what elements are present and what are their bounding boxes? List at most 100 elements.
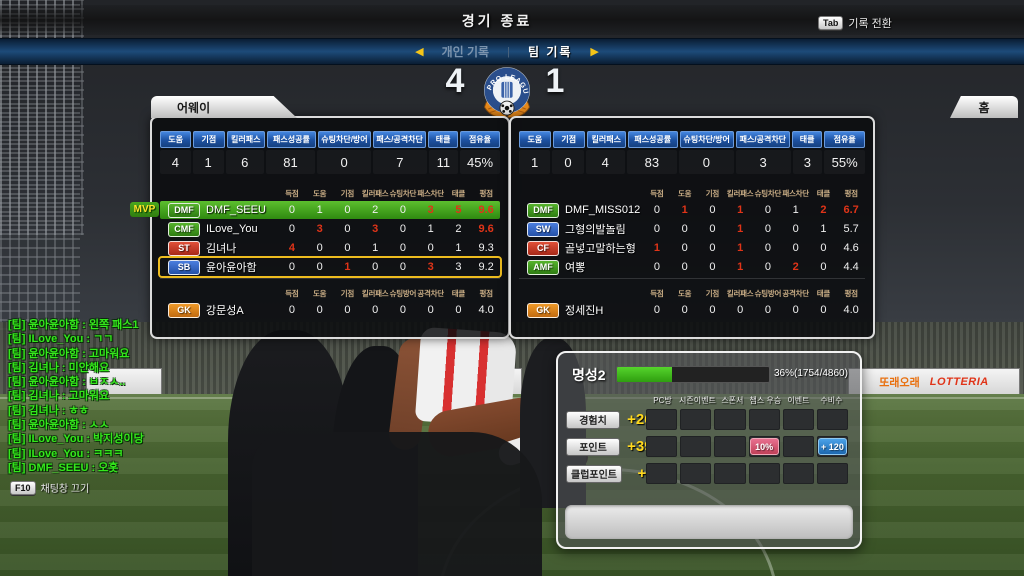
player-stat: 0 <box>653 261 660 273</box>
reward-label: 포인트 <box>566 437 620 456</box>
reward-cells <box>646 463 849 484</box>
player-stats: 4 0 0 1 0 0 1 9.3 <box>278 242 500 254</box>
home-team-stats-table: 도움 기점 킬러패스 패스성공률 슈팅차단/방어 패스/공격차단 태클 점유율 1 0 4 83 0 3 3… <box>519 131 866 174</box>
team-stat-header: 슈팅차단/방어 <box>679 131 734 148</box>
chat-message: [팀] DMF_SEEU : 오홋 <box>8 461 119 474</box>
player-name: DMF_MISS012 <box>565 204 641 216</box>
fame-progress-text: 36%(1754/4860) <box>774 368 848 379</box>
player-stats: 0 1 0 1 0 1 2 6.7 <box>643 204 865 216</box>
bonus-column-headers: PC방 시즌이벤트 스폰서 챔스 우승 이벤트 수비수 <box>646 395 848 406</box>
player-stat-header: 기점 <box>705 288 720 298</box>
player-name: 여뽕 <box>565 262 586 274</box>
player-stat-header: 태클 <box>451 288 466 298</box>
player-stat-header: 도움 <box>678 188 692 198</box>
divider <box>160 278 500 279</box>
position-badge: DMF <box>527 202 559 218</box>
player-stat-header: 도움 <box>313 188 327 198</box>
player-name: 그형의발놀림 <box>565 224 626 236</box>
player-row[interactable]: SW 그형의발놀림 0 0 0 1 0 0 1 5.7 <box>519 220 865 238</box>
player-stat: 0 <box>709 204 716 216</box>
player-stat: 0 <box>681 242 688 254</box>
reward-cell: 10% <box>748 436 780 457</box>
record-nav-inner: ◀ 개인 기록 | 팀 기록 ▶ <box>415 39 599 64</box>
reward-cell <box>646 463 678 484</box>
player-stat-headers: 득점 도움 기점 킬러패스 슈팅차단 패스차단 태클 평점 <box>278 188 500 199</box>
reward-row: 클럽포인트+0 <box>566 462 852 485</box>
player-stat: 0 <box>709 261 716 273</box>
player-stat: 0 <box>372 261 379 273</box>
next-arrow-icon[interactable]: ▶ <box>590 46 599 58</box>
team-stat-header: 기점 <box>193 131 225 148</box>
bonus-column-header: 챔스 우승 <box>749 396 782 405</box>
player-row[interactable]: CF 골넣고말하는형 1 0 0 1 0 0 0 4.6 <box>519 239 865 257</box>
player-stat: 4.6 <box>843 242 859 254</box>
player-row[interactable]: MVP DMF DMF_SEEU 0 1 0 2 0 3 5 9.6 <box>130 201 500 219</box>
team-stat-value: 3 <box>735 150 791 174</box>
player-stat-header-row: 득점 도움 기점 킬러패스 슈팅방어 공격차단 태클 평점 <box>160 286 500 300</box>
player-stat: 6.7 <box>843 204 859 216</box>
tab-personal-record[interactable]: 개인 기록 <box>441 45 490 59</box>
chat-message: [팀] ILove_You : ㄱㄱ <box>8 333 114 346</box>
reward-cells: 10% + 120 <box>646 436 849 457</box>
fame-progress-bar <box>616 366 770 383</box>
reward-cell <box>782 463 814 484</box>
reward-cell <box>680 436 712 457</box>
player-stat-header: 득점 <box>285 188 299 198</box>
team-stat-header: 도움 <box>160 131 192 148</box>
player-name: 김녀나 <box>206 243 237 255</box>
player-row[interactable]: CMF ILove_You 0 3 0 3 0 1 2 9.6 <box>160 220 500 238</box>
away-score: 4 <box>445 62 465 100</box>
record-nav: ◀ 개인 기록 | 팀 기록 ▶ <box>0 38 1024 65</box>
team-stat-value: 1 <box>192 150 224 174</box>
reward-cell <box>748 409 780 430</box>
tab-team-record[interactable]: 팀 기록 <box>527 45 573 59</box>
player-stat: 5.7 <box>843 223 859 235</box>
player-row[interactable]: GK 강문성A 0 0 0 0 0 0 0 4.0 <box>160 301 500 319</box>
player-stat: 3 <box>427 261 434 273</box>
prev-arrow-icon[interactable]: ◀ <box>415 46 424 58</box>
player-stat-header: 기점 <box>340 188 355 198</box>
player-stat: 0 <box>344 223 351 235</box>
bonus-badge-pink: 10% <box>749 438 779 455</box>
titlebar: 경기 종료 <box>0 5 1024 35</box>
player-stat: 0 <box>399 223 406 235</box>
player-stats: 1 0 0 1 0 0 0 4.6 <box>643 242 865 254</box>
player-stat: 1 <box>792 204 799 216</box>
player-row[interactable]: SB 윤아윤아함 0 0 1 0 0 3 3 9.2 <box>158 256 502 278</box>
team-stat-value: 45% <box>460 150 500 174</box>
reward-cell <box>646 436 678 457</box>
ad-text: LOTTERIA <box>929 376 989 388</box>
player-stat-header: 킬러패스 <box>361 188 389 198</box>
team-stat-header-row: 도움 기점 킬러패스 패스성공률 슈팅차단/방어 패스/공격차단 태클 점유율 <box>519 131 866 148</box>
team-stat-header: 기점 <box>552 131 585 148</box>
bonus-column-header: 이벤트 <box>787 396 810 405</box>
bonus-badge-blue: + 120 <box>817 438 848 455</box>
player-row[interactable]: GK 정세진H 0 0 0 0 0 0 0 4.0 <box>519 301 865 319</box>
player-stat: 0 <box>399 204 406 216</box>
player-stat: 0 <box>737 304 744 316</box>
player-stat: 1 <box>455 242 462 254</box>
player-stat: 4.0 <box>843 304 859 316</box>
player-row[interactable]: AMF 여뽕 0 0 0 1 0 2 0 4.4 <box>519 258 865 276</box>
player-stat: 1 <box>737 204 744 216</box>
position-badge: CMF <box>168 221 200 237</box>
reward-cell <box>680 463 712 484</box>
player-stats: 0 0 0 1 0 0 1 5.7 <box>643 223 865 235</box>
away-players-table: 득점 도움 기점 킬러패스 슈팅차단 패스차단 태클 평점 MVP DMF DMF_SEEU 0 1 0 2… <box>130 186 502 278</box>
player-row[interactable]: ST 김녀나 4 0 0 1 0 0 1 9.3 <box>160 239 500 257</box>
divider <box>519 278 865 279</box>
player-stat-header: 슈팅방어 <box>389 288 417 298</box>
player-stat-header: 태클 <box>451 188 466 198</box>
player-stat: 1 <box>316 204 323 216</box>
team-stat-value: 3 <box>792 150 823 174</box>
team-stat-value-row: 1 0 4 83 0 3 3 55% <box>519 150 866 174</box>
player-stat: 1 <box>737 223 744 235</box>
reward-cell <box>748 463 780 484</box>
player-name: 골넣고말하는형 <box>565 243 636 255</box>
player-stat-header: 패스차단 <box>417 188 444 198</box>
player-stat: 1 <box>820 223 827 235</box>
player-row[interactable]: DMF DMF_MISS012 0 1 0 1 0 1 2 6.7 <box>519 201 865 219</box>
player-stat-header: 슈팅차단 <box>389 188 417 198</box>
home-score: 1 <box>545 62 565 100</box>
